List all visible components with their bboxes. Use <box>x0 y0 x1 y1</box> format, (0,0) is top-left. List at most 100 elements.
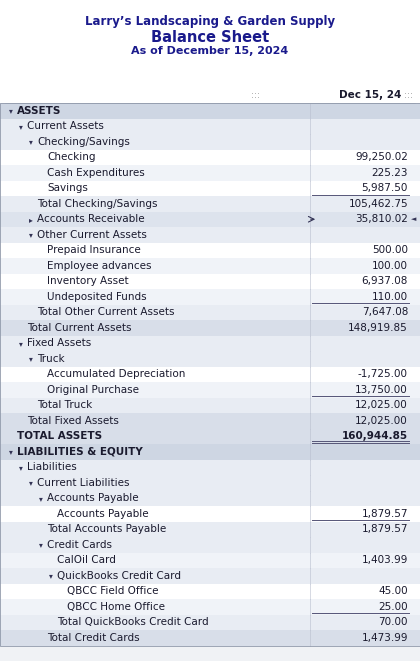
Text: 12,025.00: 12,025.00 <box>355 416 408 426</box>
Bar <box>0 103 420 646</box>
Text: ▾: ▾ <box>29 479 33 487</box>
Bar <box>0 0 420 88</box>
Text: 45.00: 45.00 <box>378 586 408 596</box>
Text: :: : <box>407 91 410 100</box>
Text: 5,987.50: 5,987.50 <box>362 183 408 193</box>
Bar <box>0 165 420 180</box>
Bar <box>0 243 420 258</box>
Bar <box>0 336 420 351</box>
Text: TOTAL ASSETS: TOTAL ASSETS <box>17 431 102 442</box>
Bar <box>0 212 420 227</box>
Bar <box>0 227 420 243</box>
Text: ▾: ▾ <box>39 494 43 503</box>
Text: QBCC Home Office: QBCC Home Office <box>67 602 165 611</box>
Bar <box>0 584 420 599</box>
Text: 225.23: 225.23 <box>372 168 408 178</box>
Text: ▾: ▾ <box>29 354 33 364</box>
Text: Truck: Truck <box>37 354 65 364</box>
Text: ▾: ▾ <box>29 230 33 239</box>
Text: 99,250.02: 99,250.02 <box>355 152 408 162</box>
Text: Inventory Asset: Inventory Asset <box>47 276 129 286</box>
Text: Savings: Savings <box>47 183 88 193</box>
Text: ▾: ▾ <box>19 122 23 131</box>
Text: Larry’s Landscaping & Garden Supply: Larry’s Landscaping & Garden Supply <box>85 15 335 28</box>
Text: Prepaid Insurance: Prepaid Insurance <box>47 245 141 255</box>
Text: Accumulated Depreciation: Accumulated Depreciation <box>47 369 185 379</box>
Text: QuickBooks Credit Card: QuickBooks Credit Card <box>57 570 181 581</box>
Text: 25.00: 25.00 <box>378 602 408 611</box>
Bar <box>0 382 420 397</box>
Text: Accounts Receivable: Accounts Receivable <box>37 214 144 224</box>
Bar <box>0 366 420 382</box>
Text: ▸: ▸ <box>29 215 33 224</box>
Text: As of December 15, 2024: As of December 15, 2024 <box>131 46 289 56</box>
Bar <box>0 258 420 274</box>
Text: Undeposited Funds: Undeposited Funds <box>47 292 147 302</box>
Text: ▾: ▾ <box>39 540 43 549</box>
Text: 70.00: 70.00 <box>378 617 408 627</box>
Bar <box>0 397 420 413</box>
Bar <box>0 88 420 103</box>
Text: 7,647.08: 7,647.08 <box>362 307 408 317</box>
Bar <box>0 320 420 336</box>
Bar <box>0 522 420 537</box>
Bar <box>0 289 420 305</box>
Text: Total Credit Cards: Total Credit Cards <box>47 633 139 642</box>
Text: QBCC Field Office: QBCC Field Office <box>67 586 158 596</box>
Bar <box>0 444 420 459</box>
Text: Total Current Assets: Total Current Assets <box>27 323 131 332</box>
Text: Credit Cards: Credit Cards <box>47 540 112 550</box>
Text: Fixed Assets: Fixed Assets <box>27 338 91 348</box>
Bar <box>0 134 420 149</box>
Bar <box>0 615 420 630</box>
Text: Checking: Checking <box>47 152 95 162</box>
Bar <box>0 599 420 615</box>
Text: 160,944.85: 160,944.85 <box>342 431 408 442</box>
Bar <box>0 118 420 134</box>
Text: Total Fixed Assets: Total Fixed Assets <box>27 416 119 426</box>
Text: ▾: ▾ <box>9 106 13 115</box>
Text: Accounts Payable: Accounts Payable <box>47 493 139 503</box>
Text: 1,403.99: 1,403.99 <box>362 555 408 565</box>
Text: Checking/Savings: Checking/Savings <box>37 137 130 147</box>
Text: Total Other Current Assets: Total Other Current Assets <box>37 307 174 317</box>
Text: Employee advances: Employee advances <box>47 260 152 271</box>
Text: 35,810.02: 35,810.02 <box>355 214 408 224</box>
Bar <box>0 196 420 212</box>
Text: Total QuickBooks Credit Card: Total QuickBooks Credit Card <box>57 617 209 627</box>
Text: 100.00: 100.00 <box>372 260 408 271</box>
Text: 110.00: 110.00 <box>372 292 408 302</box>
Text: Balance Sheet: Balance Sheet <box>151 30 269 44</box>
Text: Other Current Assets: Other Current Assets <box>37 230 147 240</box>
Text: Current Liabilities: Current Liabilities <box>37 478 129 488</box>
Text: Total Accounts Payable: Total Accounts Payable <box>47 524 166 534</box>
Bar <box>0 475 420 490</box>
Text: 13,750.00: 13,750.00 <box>355 385 408 395</box>
Bar <box>0 630 420 646</box>
Text: :: : <box>404 91 407 100</box>
Text: 12,025.00: 12,025.00 <box>355 401 408 410</box>
Text: Accounts Payable: Accounts Payable <box>57 509 149 519</box>
Bar <box>0 537 420 553</box>
Text: CalOil Card: CalOil Card <box>57 555 116 565</box>
Bar <box>0 428 420 444</box>
Text: :: : <box>410 91 412 100</box>
Text: Total Checking/Savings: Total Checking/Savings <box>37 199 158 209</box>
Text: ▾: ▾ <box>19 338 23 348</box>
Text: ▾: ▾ <box>49 571 53 580</box>
Bar <box>0 413 420 428</box>
Bar <box>0 103 420 118</box>
Text: :: : <box>257 91 260 100</box>
Text: LIABILITIES & EQUITY: LIABILITIES & EQUITY <box>17 447 143 457</box>
Text: 1,879.57: 1,879.57 <box>362 509 408 519</box>
Text: :: : <box>254 91 256 100</box>
Bar <box>0 490 420 506</box>
Bar <box>0 149 420 165</box>
Text: 500.00: 500.00 <box>372 245 408 255</box>
Text: ▾: ▾ <box>9 447 13 456</box>
Bar <box>0 568 420 584</box>
Text: Cash Expenditures: Cash Expenditures <box>47 168 145 178</box>
Bar <box>0 351 420 366</box>
Text: 148,919.85: 148,919.85 <box>348 323 408 332</box>
Text: -1,725.00: -1,725.00 <box>358 369 408 379</box>
